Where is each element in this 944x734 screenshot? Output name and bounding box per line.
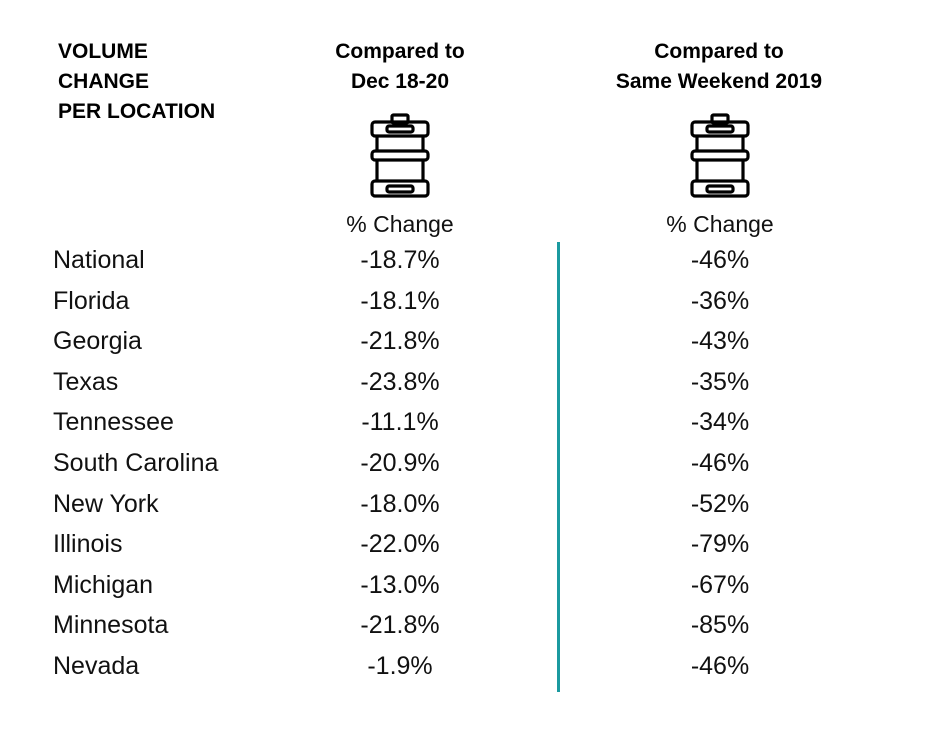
location-name: Texas — [53, 367, 119, 396]
change-vs-2019: -46% — [690, 448, 750, 477]
change-vs-dec: -13.0% — [360, 570, 440, 599]
table-title: VOLUME CHANGE PER LOCATION — [58, 37, 298, 127]
table-row: New York -18.0% -52% — [0, 486, 944, 527]
change-vs-dec: -23.8% — [360, 367, 440, 396]
column-divider — [557, 242, 560, 692]
table-row: Florida -18.1% -36% — [0, 283, 944, 324]
location-name: South Carolina — [53, 448, 219, 477]
change-vs-dec: -11.1% — [361, 408, 439, 437]
change-vs-2019: -36% — [690, 286, 750, 315]
beer-keg-icon — [370, 113, 430, 198]
change-vs-2019: -85% — [690, 611, 750, 640]
change-vs-2019: -35% — [690, 367, 750, 396]
change-vs-dec: -18.7% — [360, 246, 440, 274]
column-header-line: Dec 18-20 — [350, 70, 450, 93]
location-name: Minnesota — [53, 611, 169, 640]
column-header-dec: Compared to Dec 18-20 — [300, 37, 500, 97]
location-name: New York — [53, 489, 159, 518]
location-name: Georgia — [53, 327, 142, 356]
change-vs-2019: -43% — [690, 327, 750, 356]
change-vs-dec: -20.9% — [360, 448, 440, 477]
table-row: Tennessee -11.1% -34% — [0, 404, 944, 445]
change-vs-2019: -46% — [690, 246, 750, 274]
table-row: South Carolina -20.9% -46% — [0, 445, 944, 486]
change-vs-dec: -21.8% — [360, 327, 440, 356]
table-row: Texas -23.8% -35% — [0, 364, 944, 405]
column-header-2019: Compared to Same Weekend 2019 — [569, 37, 869, 97]
table-row: National -18.7% -46% — [0, 242, 944, 283]
table-row: Minnesota -21.8% -85% — [0, 607, 944, 648]
table-row: Nevada -1.9% -46% — [0, 648, 944, 689]
column-header-line: Compared to — [654, 40, 784, 63]
change-vs-2019: -79% — [690, 530, 750, 559]
table-title-line: PER LOCATION — [58, 100, 216, 123]
location-name: Florida — [53, 286, 130, 315]
change-vs-2019: -46% — [690, 651, 750, 680]
table-row: Illinois -22.0% -79% — [0, 526, 944, 567]
change-vs-dec: -18.1% — [360, 286, 440, 315]
change-vs-dec: -18.0% — [360, 489, 440, 518]
table-title-line: CHANGE — [58, 70, 150, 93]
location-name: Tennessee — [53, 408, 174, 437]
column-header-line: Compared to — [335, 40, 465, 63]
table-row: Michigan -13.0% -67% — [0, 567, 944, 608]
location-name: National — [53, 246, 145, 274]
location-name: Nevada — [53, 651, 140, 680]
data-table: National -18.7% -46% Florida -18.1% -36%… — [0, 242, 944, 689]
change-vs-2019: -67% — [690, 570, 750, 599]
location-name: Illinois — [53, 530, 123, 559]
subheader-pct-change: % Change — [346, 211, 454, 237]
change-vs-dec: -21.8% — [360, 611, 440, 640]
location-name: Michigan — [53, 570, 154, 599]
subheader-pct-change: % Change — [666, 211, 774, 237]
change-vs-2019: -34% — [690, 408, 750, 437]
beer-keg-icon — [690, 113, 750, 198]
change-vs-dec: -22.0% — [360, 530, 440, 559]
change-vs-2019: -52% — [690, 489, 750, 518]
change-vs-dec: -1.9% — [367, 651, 433, 680]
table-title-line: VOLUME — [58, 40, 148, 63]
table-row: Georgia -21.8% -43% — [0, 323, 944, 364]
column-header-line: Same Weekend 2019 — [615, 70, 823, 93]
